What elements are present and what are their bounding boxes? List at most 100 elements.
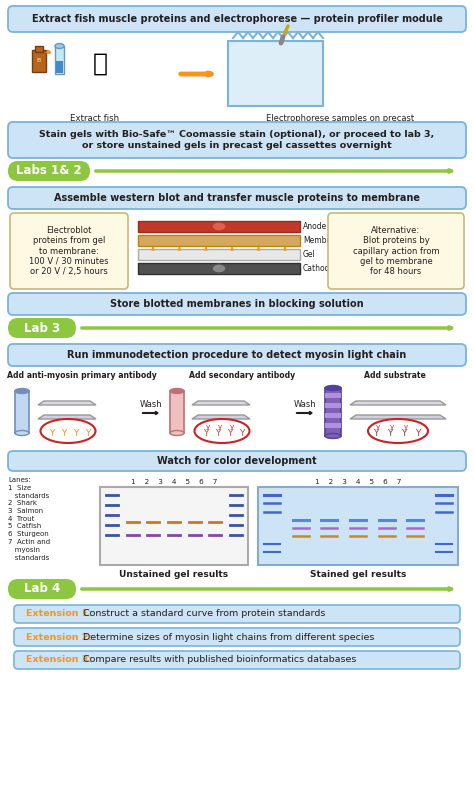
Bar [325, 423, 341, 428]
Text: Y: Y [401, 428, 407, 438]
Polygon shape [192, 415, 250, 419]
Bar [228, 41, 323, 106]
Text: y: y [218, 424, 222, 430]
FancyBboxPatch shape [8, 451, 466, 471]
FancyBboxPatch shape [10, 213, 128, 289]
Bar [56, 61, 63, 73]
Text: Labs 1& 2: Labs 1& 2 [16, 164, 82, 178]
FancyBboxPatch shape [328, 213, 464, 289]
Text: 1    2    3    4    5    6    7: 1 2 3 4 5 6 7 [131, 479, 217, 485]
FancyBboxPatch shape [8, 161, 90, 181]
Bar [325, 388, 341, 436]
Text: Y: Y [85, 428, 91, 438]
Polygon shape [192, 401, 250, 405]
Text: Unstained gel results: Unstained gel results [119, 570, 228, 579]
Text: Y: Y [387, 428, 392, 438]
Bar [325, 393, 341, 398]
Text: Y: Y [73, 428, 79, 438]
Ellipse shape [170, 431, 184, 435]
Text: Wash: Wash [294, 400, 316, 409]
Text: Y: Y [49, 428, 55, 438]
Text: Y: Y [239, 428, 245, 438]
FancyBboxPatch shape [14, 605, 460, 623]
Text: Construct a standard curve from protein standards: Construct a standard curve from protein … [80, 610, 325, 619]
Text: Electroblot
proteins from gel
to membrane:
100 V / 30 minutes
or 20 V / 2,5 hour: Electroblot proteins from gel to membran… [29, 226, 109, 276]
FancyBboxPatch shape [8, 344, 466, 366]
Text: Cathode: Cathode [303, 264, 335, 273]
Text: Y: Y [415, 428, 421, 438]
Text: Gel: Gel [303, 250, 316, 259]
Text: Extension 3:: Extension 3: [26, 656, 92, 665]
Ellipse shape [325, 434, 341, 439]
Text: Stain gels with Bio-Safe™ Coomassie stain (optional), or proceed to lab 3,
or st: Stain gels with Bio-Safe™ Coomassie stai… [39, 130, 435, 150]
Polygon shape [350, 415, 446, 419]
Bar [138, 249, 300, 260]
Text: Stained gel results: Stained gel results [310, 570, 406, 579]
Text: y: y [230, 424, 234, 430]
Text: Electrophorese samples on precast
polyacrylamide gels for 30 minutes at 200 V: Electrophorese samples on precast polyac… [246, 114, 433, 133]
Polygon shape [350, 401, 446, 405]
Text: Extract fish
muscle proteins: Extract fish muscle proteins [61, 114, 129, 133]
FancyBboxPatch shape [14, 628, 460, 646]
Text: Y: Y [374, 428, 379, 438]
FancyBboxPatch shape [8, 6, 466, 32]
Text: Assemble western blot and transfer muscle proteins to membrane: Assemble western blot and transfer muscl… [54, 193, 420, 203]
Polygon shape [38, 415, 96, 419]
Bar [325, 413, 341, 418]
Text: y: y [376, 424, 380, 430]
Text: Alternative:
Blot proteins by
capillary action from
gel to membrane
for 48 hours: Alternative: Blot proteins by capillary … [353, 226, 439, 276]
Text: Compare results with published bioinformatics databases: Compare results with published bioinform… [80, 656, 356, 665]
Text: y: y [206, 424, 210, 430]
Ellipse shape [170, 389, 184, 393]
Bar [138, 235, 300, 246]
Text: Lanes:
1  Size
   standards
2  Shark
3  Salmon
4  Trout
5  Catfish
6  Sturgeon
7: Lanes: 1 Size standards 2 Shark 3 Salmon… [8, 477, 50, 561]
Bar [100, 487, 248, 565]
Ellipse shape [212, 222, 226, 231]
Text: Y: Y [215, 428, 221, 438]
Bar [55, 46, 64, 74]
Bar [15, 391, 29, 433]
Text: Add secondary antibody: Add secondary antibody [189, 371, 295, 380]
Ellipse shape [15, 389, 29, 393]
FancyBboxPatch shape [8, 318, 76, 338]
Text: y: y [404, 424, 408, 430]
Text: B: B [37, 59, 41, 63]
Text: 🐟: 🐟 [92, 52, 108, 76]
Text: Store blotted membranes in blocking solution: Store blotted membranes in blocking solu… [110, 299, 364, 309]
Text: Add anti-myosin primary antibody: Add anti-myosin primary antibody [7, 371, 157, 380]
Text: 1    2    3    4    5    6    7: 1 2 3 4 5 6 7 [315, 479, 401, 485]
Ellipse shape [212, 264, 226, 273]
Bar [138, 221, 300, 232]
Text: Watch for color development: Watch for color development [157, 456, 317, 466]
Ellipse shape [15, 431, 29, 435]
FancyBboxPatch shape [8, 122, 466, 158]
Text: Extension 1:: Extension 1: [26, 610, 92, 619]
FancyBboxPatch shape [8, 579, 76, 599]
Text: Y: Y [228, 428, 233, 438]
Bar [138, 263, 300, 274]
Text: Wash: Wash [140, 400, 162, 409]
Text: Extension 2:: Extension 2: [26, 633, 92, 642]
Ellipse shape [325, 385, 341, 390]
Bar [325, 403, 341, 408]
Bar [35, 46, 43, 52]
FancyBboxPatch shape [14, 651, 460, 669]
Text: Y: Y [61, 428, 67, 438]
Bar [32, 50, 46, 72]
Text: y: y [390, 424, 394, 430]
Text: Add substrate: Add substrate [364, 371, 426, 380]
Polygon shape [38, 401, 96, 405]
Text: Lab 4: Lab 4 [24, 583, 60, 596]
Text: Lab 3: Lab 3 [24, 321, 60, 335]
Text: Anode: Anode [303, 222, 327, 231]
Bar [258, 487, 458, 565]
Ellipse shape [55, 44, 64, 48]
Bar [170, 391, 184, 433]
Text: Y: Y [203, 428, 209, 438]
Text: Extract fish muscle proteins and electrophorese — protein profiler module: Extract fish muscle proteins and electro… [32, 14, 442, 24]
FancyBboxPatch shape [8, 187, 466, 209]
FancyBboxPatch shape [8, 293, 466, 315]
Text: Run immunodetection procedure to detect myosin light chain: Run immunodetection procedure to detect … [67, 350, 407, 360]
Text: Determine sizes of myosin light chains from different species: Determine sizes of myosin light chains f… [80, 633, 374, 642]
Text: Membrane: Membrane [303, 236, 344, 245]
